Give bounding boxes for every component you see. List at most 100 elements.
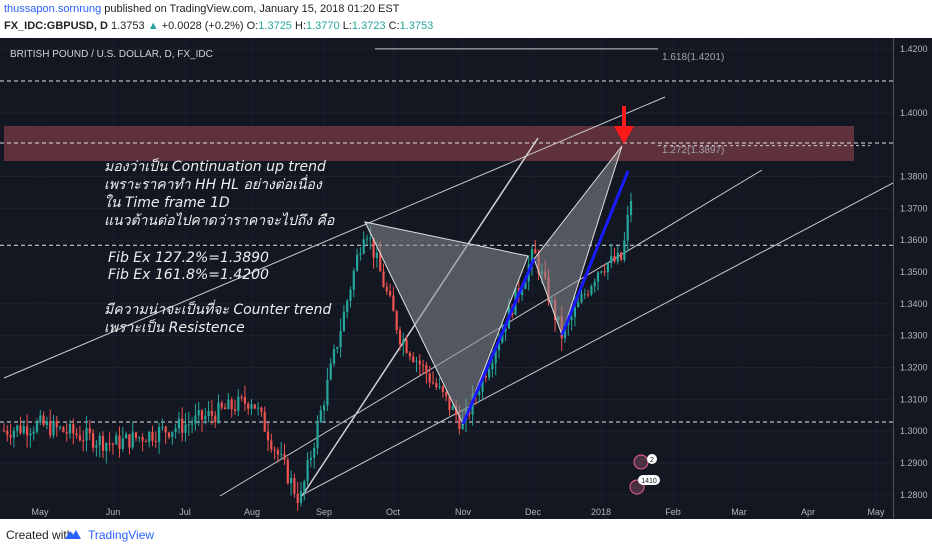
candle-body bbox=[158, 427, 161, 442]
candle-body bbox=[346, 300, 349, 312]
candle-body bbox=[296, 493, 299, 503]
candle-body bbox=[174, 428, 177, 432]
price-axis[interactable] bbox=[894, 38, 932, 519]
author-link[interactable]: thussapon.sornrung bbox=[4, 3, 102, 15]
candle-body bbox=[359, 253, 362, 255]
candle-body bbox=[620, 252, 623, 260]
candle-body bbox=[125, 434, 128, 439]
candle-body bbox=[385, 286, 388, 292]
candle-body bbox=[501, 331, 504, 343]
price-tick-label: 1.3000 bbox=[900, 426, 928, 436]
candle-body bbox=[88, 428, 91, 434]
annotation-line-8: เพราะเป็น Resistence bbox=[104, 319, 245, 336]
candle-body bbox=[42, 415, 45, 425]
candle-body bbox=[115, 435, 118, 445]
candle-body bbox=[521, 288, 524, 295]
footer: Created with TradingView bbox=[0, 519, 932, 550]
time-tick-label: Sep bbox=[316, 507, 332, 517]
candle-body bbox=[570, 316, 573, 321]
price-tick-label: 1.3800 bbox=[900, 171, 928, 181]
up-arrow-icon: ▲ bbox=[147, 20, 159, 32]
candle-body bbox=[600, 271, 603, 273]
time-tick-label: Dec bbox=[525, 507, 542, 517]
candle-body bbox=[151, 431, 154, 441]
candle-body bbox=[369, 237, 372, 239]
candle-body bbox=[187, 424, 190, 426]
chart-canvas[interactable]: 1.41001.39051.37531.35841.3029 BRITISH P… bbox=[0, 38, 932, 519]
candle-body bbox=[72, 423, 75, 434]
candle-body bbox=[603, 271, 606, 273]
candle-body bbox=[141, 437, 144, 442]
price-tick-label: 1.3200 bbox=[900, 363, 928, 373]
candle-body bbox=[408, 352, 411, 357]
candle-body bbox=[415, 360, 418, 362]
candle-body bbox=[26, 426, 29, 436]
candle-body bbox=[224, 407, 227, 410]
candle-body bbox=[49, 421, 52, 436]
candle-body bbox=[290, 478, 293, 484]
high-value: 1.3770 bbox=[306, 20, 340, 32]
candle-body bbox=[105, 443, 108, 451]
annotation-line-1: มองว่าเป็น Continuation up trend bbox=[104, 158, 326, 175]
candle-body bbox=[19, 425, 22, 433]
candle-body bbox=[319, 410, 322, 423]
candle-body bbox=[191, 423, 194, 425]
candle-body bbox=[214, 415, 217, 422]
price-tick-label: 1.3500 bbox=[900, 267, 928, 277]
annotation-line-5: Fib Ex 127.2%=1.3890 bbox=[108, 250, 269, 266]
candle-body bbox=[573, 307, 576, 317]
candle-body bbox=[230, 399, 233, 410]
candle-body bbox=[6, 430, 9, 435]
price-axis-labels: 1.4200 1.4000 1.3800 1.3700 1.3600 1.3500 1.34… bbox=[900, 44, 928, 500]
tradingview-link[interactable]: TradingView bbox=[88, 528, 155, 542]
candle-body bbox=[577, 302, 580, 308]
time-tick-label: Mar bbox=[731, 507, 747, 517]
candle-body bbox=[257, 407, 260, 409]
last-price: 1.3753 bbox=[110, 20, 145, 32]
candle-body bbox=[286, 459, 289, 484]
event-count-badge[interactable] bbox=[647, 454, 657, 464]
chart-area[interactable]: 1.41001.39051.37531.35841.3029 BRITISH P… bbox=[0, 38, 932, 519]
candle-body bbox=[372, 237, 375, 258]
candle-body bbox=[356, 254, 359, 271]
candle-body bbox=[68, 423, 72, 434]
event-count-badge-2[interactable] bbox=[638, 475, 660, 485]
candle-body bbox=[323, 405, 326, 411]
event-badges[interactable]: 2 1410 bbox=[629, 454, 660, 495]
event-flag-icon[interactable] bbox=[633, 454, 649, 470]
candle-body bbox=[128, 434, 131, 448]
candle-body bbox=[339, 331, 342, 348]
price-change: +0.0028 (+0.2%) bbox=[161, 20, 244, 32]
fib-1618-label: 1.618(1.4201) bbox=[662, 52, 724, 63]
time-tick-label: May bbox=[31, 507, 49, 517]
candle-body bbox=[200, 410, 204, 420]
time-tick-label: 2018 bbox=[591, 507, 611, 517]
candle-body bbox=[563, 325, 567, 339]
annotation-line-6: Fib Ex 161.8%=1.4200 bbox=[108, 267, 269, 283]
candle-body bbox=[98, 435, 101, 446]
candle-body bbox=[9, 434, 12, 438]
candle-body bbox=[39, 415, 42, 423]
candle-body bbox=[504, 328, 507, 332]
candle-body bbox=[398, 330, 402, 345]
candle-body bbox=[389, 291, 392, 296]
chart-title: BRITISH POUND / U.S. DOLLAR, D, FX_IDC bbox=[10, 49, 213, 60]
candle-body bbox=[52, 421, 55, 436]
price-tick-label: 1.4200 bbox=[900, 44, 928, 54]
low-label: L: bbox=[342, 20, 352, 32]
candle-body bbox=[613, 255, 616, 262]
price-tick-label: 1.3700 bbox=[900, 203, 928, 213]
candle-body bbox=[293, 478, 296, 494]
candle-body bbox=[16, 425, 19, 431]
time-tick-label: Oct bbox=[386, 507, 401, 517]
candle-body bbox=[336, 347, 339, 349]
price-tick-label: 1.2800 bbox=[900, 490, 928, 500]
candle-body bbox=[587, 294, 590, 296]
candle-body bbox=[263, 411, 266, 432]
candle-body bbox=[233, 409, 237, 411]
candle-body bbox=[382, 271, 385, 287]
candle-body bbox=[35, 422, 39, 432]
candle-body bbox=[197, 410, 200, 416]
candle-body bbox=[237, 396, 240, 411]
tradingview-logo-icon bbox=[65, 530, 81, 539]
